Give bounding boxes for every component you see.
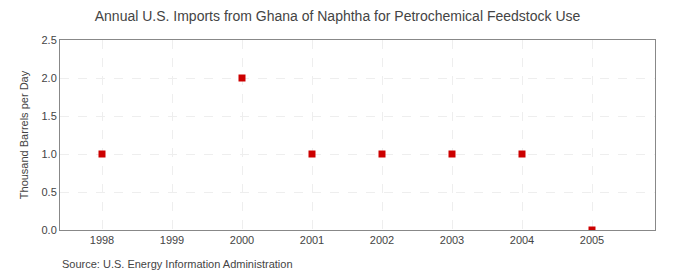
svg-text:Thousand Barrels per Day: Thousand Barrels per Day — [18, 70, 30, 199]
svg-text:2.5: 2.5 — [42, 34, 57, 46]
svg-text:1.5: 1.5 — [42, 110, 57, 122]
svg-text:2001: 2001 — [300, 234, 324, 246]
svg-text:Source: U.S. Energy Informatio: Source: U.S. Energy Information Administ… — [62, 258, 293, 270]
svg-text:2003: 2003 — [440, 234, 464, 246]
svg-text:1999: 1999 — [160, 234, 184, 246]
svg-text:0.5: 0.5 — [42, 186, 57, 198]
svg-text:2.0: 2.0 — [42, 72, 57, 84]
svg-text:Annual U.S. Imports from Ghana: Annual U.S. Imports from Ghana of Naphth… — [95, 8, 581, 24]
svg-text:1998: 1998 — [90, 234, 114, 246]
svg-text:2004: 2004 — [510, 234, 534, 246]
svg-text:0.0: 0.0 — [42, 224, 57, 236]
svg-text:2005: 2005 — [580, 234, 604, 246]
svg-text:2002: 2002 — [370, 234, 394, 246]
svg-text:2000: 2000 — [230, 234, 254, 246]
svg-text:1.0: 1.0 — [42, 148, 57, 160]
